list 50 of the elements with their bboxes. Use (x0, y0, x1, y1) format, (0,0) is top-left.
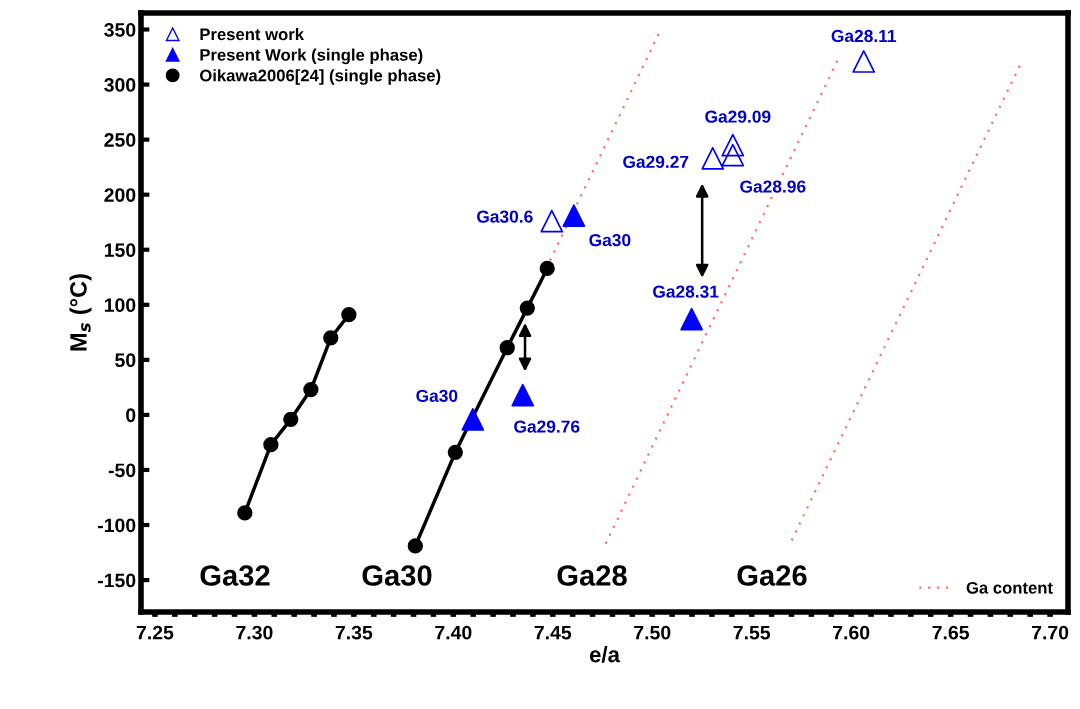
annotation: Ga30 (362, 565, 432, 586)
x-tick-label: 7.45 (534, 625, 572, 640)
x-tick-label: 7.70 (1032, 625, 1069, 640)
annotation: Ga28 (557, 565, 627, 586)
point (540, 209, 564, 233)
legend-label: Present work (200, 28, 305, 41)
y-axis-title: M$_{s}$ (°C) (69, 274, 92, 351)
y-tick-label: 350 (104, 22, 136, 37)
y-tick-label: 50 (115, 353, 136, 368)
point (237, 505, 253, 521)
point (263, 436, 279, 453)
point (341, 307, 357, 323)
y-tick-label: 100 (104, 298, 136, 313)
point (511, 383, 535, 407)
point (539, 260, 555, 277)
point (519, 300, 535, 316)
y-tick-label: -100 (97, 518, 136, 533)
point (447, 444, 463, 460)
point (499, 340, 515, 356)
x-axis-title: e/a (589, 646, 621, 663)
y-tick-label: 250 (104, 133, 136, 147)
y-tick-label: -50 (108, 463, 136, 478)
y-tick-label: 200 (104, 188, 136, 202)
y-tick-label: 300 (104, 78, 136, 92)
point (407, 538, 423, 554)
legend-label: Ga content (966, 581, 1053, 594)
y-tick-label: 150 (104, 243, 136, 257)
annotation: Ga26 (737, 565, 807, 586)
point (461, 407, 485, 431)
annotation: Ga28.11 (831, 29, 897, 43)
annotation: Ga32 (200, 565, 270, 586)
y-tick-label: -150 (97, 573, 136, 588)
x-tick-label: 7.30 (236, 625, 273, 640)
x-tick-label: 7.40 (435, 625, 472, 640)
x-tick-label: 7.50 (634, 625, 671, 640)
x-tick-label: 7.35 (335, 625, 373, 640)
y-tick-label: 0 (126, 408, 136, 423)
legend-label: Oikawa2006[24] (single phase) (200, 69, 441, 85)
point (323, 330, 339, 346)
x-tick-label: 7.25 (136, 625, 174, 640)
x-tick-label: 7.60 (833, 625, 870, 640)
point (562, 204, 586, 227)
legend-label: Present Work (single phase) (200, 48, 423, 65)
annotation: Ga30 (416, 389, 458, 402)
x-tick-label: 7.55 (733, 625, 771, 640)
annotation: Ga29.76 (514, 420, 580, 433)
x-tick-label: 7.65 (932, 625, 970, 640)
annotation: Ga30.6 (477, 210, 533, 223)
point (303, 381, 319, 398)
point (283, 411, 299, 427)
